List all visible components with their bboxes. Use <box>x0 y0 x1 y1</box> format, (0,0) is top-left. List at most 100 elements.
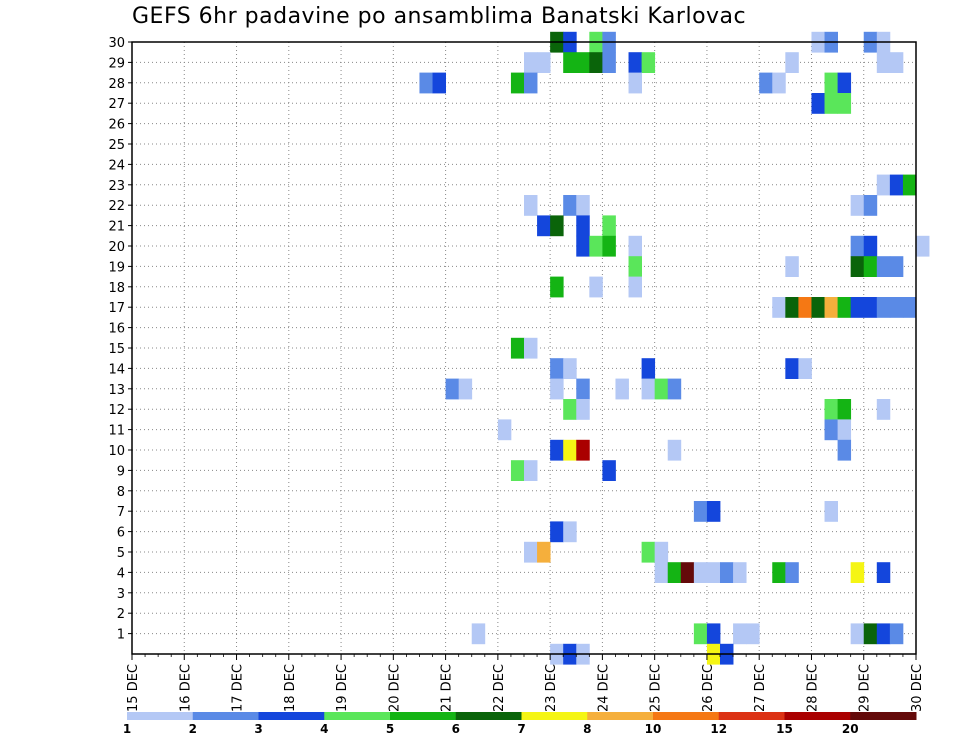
x-tick-label: 17 DEC <box>231 664 246 712</box>
heatmap-cell <box>524 52 538 73</box>
y-tick-label: 22 <box>108 199 125 214</box>
heatmap-cell <box>628 52 642 73</box>
heatmap-cell <box>837 93 852 114</box>
heatmap-cell <box>537 215 551 237</box>
y-tick-label: 15 <box>108 342 125 357</box>
x-tick-label: 18 DEC <box>283 664 298 712</box>
y-tick-label: 2 <box>117 607 125 622</box>
heatmap-cell <box>772 72 786 94</box>
heatmap-cell <box>641 378 656 400</box>
x-tick-label: 30 DEC <box>910 664 925 712</box>
heatmap-cell <box>811 297 825 318</box>
heatmap-cell <box>432 72 446 94</box>
heatmap-cell <box>563 195 577 216</box>
heatmap-cell <box>641 541 656 563</box>
heatmap-cell <box>563 358 577 379</box>
heatmap-cell <box>706 501 721 522</box>
legend-label: 2 <box>189 722 197 736</box>
y-tick-label: 3 <box>117 587 125 602</box>
heatmap-cell <box>916 235 930 257</box>
heatmap-cell <box>576 235 590 257</box>
heatmap-cell <box>654 541 669 563</box>
heatmap-cell <box>524 72 538 94</box>
heatmap-cell <box>876 256 891 277</box>
heatmap-cell <box>889 174 904 196</box>
heatmap-cell <box>824 93 838 114</box>
heatmap-cell <box>863 235 878 257</box>
legend-swatch <box>390 712 457 720</box>
heatmap-cell <box>798 297 812 318</box>
heatmap-cell <box>641 52 656 73</box>
legend-swatch <box>324 712 391 720</box>
heatmap-cell <box>576 52 590 73</box>
heatmap-cell <box>602 215 616 237</box>
y-tick-label: 11 <box>108 424 125 439</box>
heatmap-cell <box>628 256 642 277</box>
legend-swatch <box>653 712 720 720</box>
y-tick-label: 13 <box>108 383 125 398</box>
y-tick-label: 24 <box>108 158 125 173</box>
chart-title: GEFS 6hr padavine po ansamblima Banatski… <box>132 4 747 29</box>
x-tick-label: 19 DEC <box>335 664 350 712</box>
legend-swatch <box>127 712 194 720</box>
heatmap-cell <box>850 562 865 583</box>
heatmap-cell <box>759 72 773 94</box>
y-tick-label: 12 <box>108 403 125 418</box>
x-tick-label: 15 DEC <box>126 664 141 712</box>
y-tick-label: 10 <box>108 444 125 459</box>
heatmap-cell <box>563 439 577 461</box>
y-tick-label: 20 <box>108 240 125 255</box>
heatmap-cell <box>654 562 669 583</box>
x-tick-label: 27 DEC <box>753 664 768 712</box>
heatmap-cell <box>811 93 825 114</box>
heatmap-cell <box>850 297 865 318</box>
heatmap-cell <box>798 358 812 379</box>
y-tick-label: 7 <box>117 505 125 520</box>
legend-label: 4 <box>320 722 328 736</box>
heatmap-cell <box>863 297 878 318</box>
heatmap-cell <box>850 623 865 645</box>
legend-label: 12 <box>710 722 727 736</box>
heatmap-cell <box>576 215 590 237</box>
y-tick-label: 4 <box>117 566 125 581</box>
heatmap-cell <box>850 235 865 257</box>
x-tick-label: 29 DEC <box>858 664 873 712</box>
heatmap-cell <box>602 52 616 73</box>
heatmap-cell <box>667 378 682 400</box>
heatmap-cell <box>824 297 838 318</box>
x-tick-label: 26 DEC <box>701 664 716 712</box>
heatmap-cell <box>889 52 904 73</box>
heatmap-cell <box>902 174 917 196</box>
legend-swatch <box>521 712 588 720</box>
heatmap-cell <box>693 501 708 522</box>
heatmap-cell <box>576 399 590 420</box>
heatmap-cell <box>785 256 799 277</box>
heatmap-cell <box>876 399 891 420</box>
y-tick-label: 19 <box>108 260 125 275</box>
heatmap-cell <box>706 562 721 583</box>
heatmap-cell <box>837 297 852 318</box>
heatmap-cell <box>785 52 799 73</box>
legend-label: 6 <box>452 722 460 736</box>
y-tick-label: 14 <box>108 362 125 377</box>
x-tick-label: 21 DEC <box>440 664 455 712</box>
heatmap-cell <box>550 215 564 237</box>
y-tick-label: 21 <box>108 220 125 235</box>
heatmap-cell <box>863 195 878 216</box>
heatmap-cell <box>576 378 590 400</box>
heatmap-cell <box>524 195 538 216</box>
y-tick-label: 1 <box>117 628 125 643</box>
heatmap-cell <box>497 419 512 441</box>
heatmap-cell <box>458 378 473 400</box>
heatmap-cell <box>863 256 878 277</box>
heatmap-cell <box>550 276 564 298</box>
heatmap-cell <box>510 337 525 359</box>
heatmap-cell <box>772 562 786 583</box>
heatmap-cell <box>602 460 616 481</box>
y-tick-label: 6 <box>117 526 125 541</box>
heatmap-cell <box>876 562 891 583</box>
legend-label: 8 <box>583 722 591 736</box>
legend-label: 15 <box>776 722 793 736</box>
heatmap-cell <box>876 623 891 645</box>
x-tick-label: 28 DEC <box>805 664 820 712</box>
